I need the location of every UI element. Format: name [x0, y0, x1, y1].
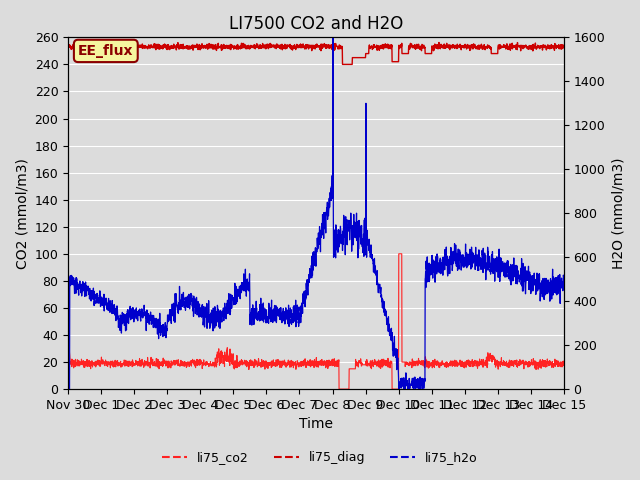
Line: li75_co2: li75_co2 — [68, 254, 564, 389]
li75_h2o — [460, 262, 468, 267]
li75_co2 — [531, 360, 538, 365]
X-axis label: Time: Time — [299, 418, 333, 432]
Y-axis label: CO2 (mmol/m3): CO2 (mmol/m3) — [15, 158, 29, 269]
Line: li75_diag: li75_diag — [68, 42, 564, 64]
li75_diag — [460, 45, 468, 51]
li75_co2 — [560, 361, 568, 367]
li75_h2o — [341, 234, 349, 240]
Y-axis label: H2O (mmol/m3): H2O (mmol/m3) — [611, 157, 625, 269]
li75_co2 — [330, 362, 338, 368]
li75_diag — [64, 43, 72, 49]
li75_co2 — [341, 386, 349, 392]
li75_diag — [203, 42, 211, 48]
Text: EE_flux: EE_flux — [78, 44, 134, 58]
li75_diag — [339, 61, 346, 67]
Line: li75_h2o: li75_h2o — [68, 37, 564, 389]
li75_diag — [516, 43, 524, 49]
li75_h2o — [531, 270, 538, 276]
li75_h2o — [203, 312, 211, 318]
li75_co2 — [64, 332, 72, 338]
li75_h2o — [516, 273, 524, 279]
li75_h2o — [330, 234, 338, 240]
li75_diag — [531, 43, 538, 48]
li75_co2 — [202, 359, 210, 364]
li75_diag — [112, 39, 120, 45]
li75_co2 — [335, 386, 343, 392]
li75_diag — [330, 43, 338, 48]
li75_h2o — [64, 57, 72, 62]
li75_h2o — [329, 35, 337, 40]
li75_co2 — [460, 360, 468, 366]
Legend: li75_co2, li75_diag, li75_h2o: li75_co2, li75_diag, li75_h2o — [157, 446, 483, 469]
li75_h2o — [65, 386, 73, 392]
li75_co2 — [516, 361, 524, 367]
Title: LI7500 CO2 and H2O: LI7500 CO2 and H2O — [229, 15, 403, 33]
li75_diag — [341, 61, 349, 67]
li75_co2 — [395, 251, 403, 257]
li75_diag — [560, 43, 568, 49]
li75_h2o — [560, 287, 568, 293]
